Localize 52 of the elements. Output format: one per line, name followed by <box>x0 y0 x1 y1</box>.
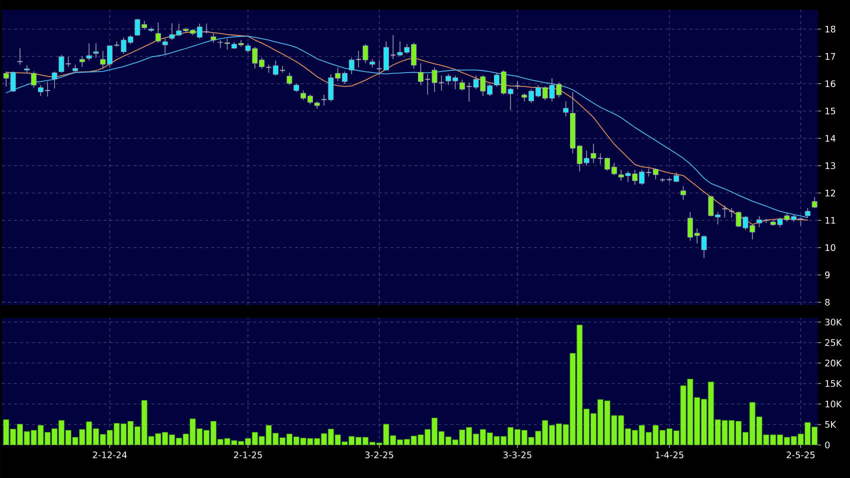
x-tick-label: 2-12-24 <box>92 452 127 458</box>
candlestick <box>38 84 44 96</box>
candlestick <box>812 196 818 208</box>
candlestick <box>728 208 735 218</box>
candlestick <box>701 234 707 258</box>
y-tick-label: 20K <box>825 360 842 366</box>
candlestick <box>52 71 58 89</box>
candlestick <box>804 208 810 218</box>
x-tick-label: 3-2-25 <box>365 452 394 458</box>
candlestick <box>286 72 292 86</box>
y-tick-label: 8 <box>825 298 830 306</box>
y-tick-label: 14 <box>826 135 836 142</box>
candlestick <box>93 42 99 58</box>
candlestick <box>348 57 354 75</box>
y-tick-label: 15 <box>826 108 836 114</box>
candlestick <box>79 56 85 68</box>
x-tick-label: 2-1-25 <box>234 452 262 458</box>
candlestick <box>17 48 23 66</box>
y-tick-label: 16 <box>826 80 836 88</box>
y-tick-label: 10 <box>826 244 836 252</box>
candlestick <box>31 71 37 88</box>
candlestick <box>210 32 216 44</box>
candlestick <box>722 204 728 218</box>
candlestick <box>652 168 658 180</box>
y-tick-label: 18 <box>826 26 836 32</box>
y-tick-label: 5K <box>825 421 836 428</box>
y-tick-label: 0 <box>825 442 830 448</box>
x-tick-label: 3-3-25 <box>503 452 532 458</box>
candlestick <box>563 101 569 117</box>
y-tick-label: 25K <box>825 339 842 346</box>
x-tick-label: 1-4-25 <box>656 452 684 458</box>
y-tick-label: 15K <box>826 380 842 387</box>
y-tick-label: 9 <box>825 272 830 278</box>
candlestick <box>383 41 389 70</box>
candlestick <box>24 64 30 74</box>
candlestick <box>162 38 168 56</box>
y-tick-label: 12 <box>826 190 836 196</box>
candlestick <box>680 186 686 200</box>
candlestick <box>155 22 161 44</box>
candlestick <box>756 216 762 228</box>
candlestick <box>362 44 368 64</box>
y-tick-label: 11 <box>826 217 836 224</box>
candlestick <box>432 66 438 92</box>
y-tick-label: 30K <box>825 318 842 326</box>
y-tick-label: 17 <box>826 53 836 60</box>
candlestick <box>459 79 465 91</box>
x-tick-label: 2-5-25 <box>786 452 815 458</box>
candlestick <box>418 62 424 86</box>
candlestick <box>514 80 520 90</box>
y-tick-label: 10K <box>826 400 842 408</box>
y-tick-label: 13 <box>826 162 836 170</box>
candlestick <box>86 42 92 61</box>
